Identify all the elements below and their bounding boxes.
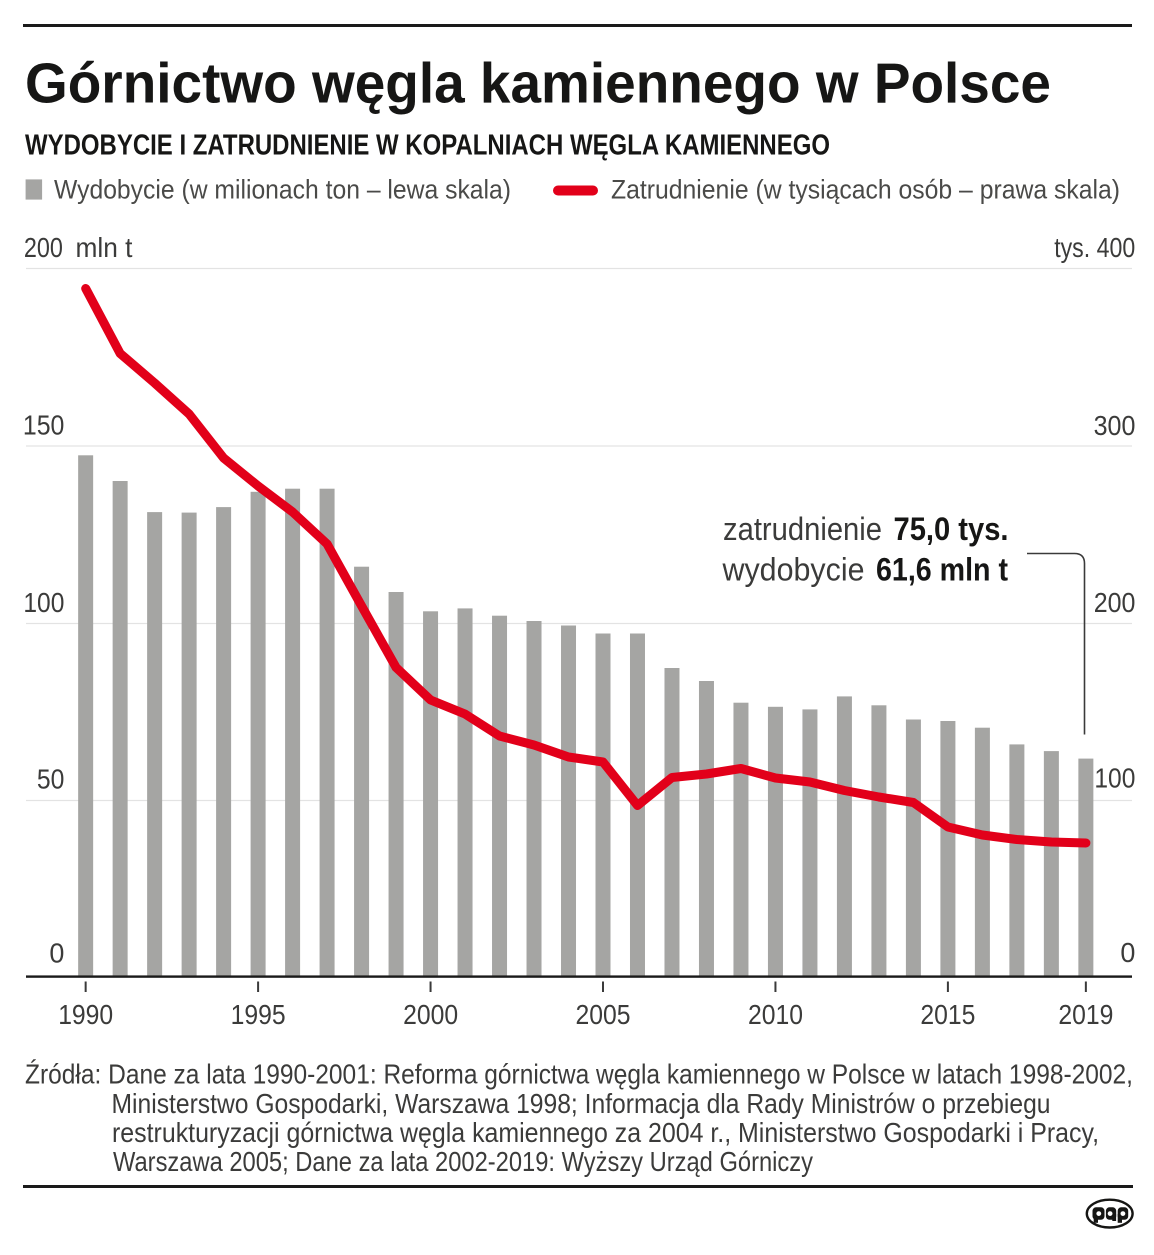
- svg-text:75,0 tys.: 75,0 tys.: [894, 511, 1009, 547]
- svg-text:Źródła: Dane za lata 1990-2001: Źródła: Dane za lata 1990-2001: Reforma …: [25, 1059, 1133, 1090]
- svg-text:1990: 1990: [58, 999, 113, 1030]
- svg-text:100: 100: [1094, 763, 1135, 794]
- svg-text:Zatrudnienie (w tysiącach osób: Zatrudnienie (w tysiącach osób – prawa s…: [611, 174, 1120, 204]
- svg-text:100: 100: [23, 587, 64, 618]
- svg-text:Ministerstwo Gospodarki, Warsz: Ministerstwo Gospodarki, Warszawa 1998; …: [112, 1088, 1051, 1119]
- svg-text:wydobycie: wydobycie: [722, 551, 865, 587]
- svg-text:2019: 2019: [1058, 999, 1113, 1030]
- svg-text:zatrudnienie: zatrudnienie: [723, 511, 882, 547]
- svg-text:Wydobycie (w milionach ton – l: Wydobycie (w milionach ton – lewa skala): [54, 174, 511, 204]
- svg-text:tys. 400: tys. 400: [1054, 232, 1135, 263]
- svg-text:Warszawa 2005; Dane za lata 20: Warszawa 2005; Dane za lata 2002-2019: W…: [113, 1146, 813, 1177]
- svg-text:2000: 2000: [403, 999, 458, 1030]
- svg-text:Górnictwo węgla kamiennego w P: Górnictwo węgla kamiennego w Polsce: [25, 52, 1051, 116]
- svg-text:restrukturyzacji górnictwa węg: restrukturyzacji górnictwa węgla kamienn…: [112, 1117, 1099, 1148]
- svg-text:0: 0: [1120, 937, 1135, 968]
- svg-text:2005: 2005: [576, 999, 631, 1030]
- svg-text:150: 150: [23, 409, 65, 440]
- svg-text:61,6 mln t: 61,6 mln t: [876, 551, 1008, 587]
- svg-text:200: 200: [24, 232, 63, 263]
- svg-text:2015: 2015: [920, 999, 975, 1030]
- svg-text:200: 200: [1094, 587, 1136, 618]
- svg-text:50: 50: [37, 764, 65, 795]
- svg-text:300: 300: [1094, 410, 1136, 441]
- svg-text:0: 0: [49, 938, 64, 969]
- svg-text:WYDOBYCIE I ZATRUDNIENIE W KOP: WYDOBYCIE I ZATRUDNIENIE W KOPALNIACH WĘ…: [25, 130, 830, 162]
- svg-text:1995: 1995: [231, 999, 286, 1030]
- svg-text:2010: 2010: [748, 999, 803, 1030]
- svg-text:mln t: mln t: [76, 232, 133, 263]
